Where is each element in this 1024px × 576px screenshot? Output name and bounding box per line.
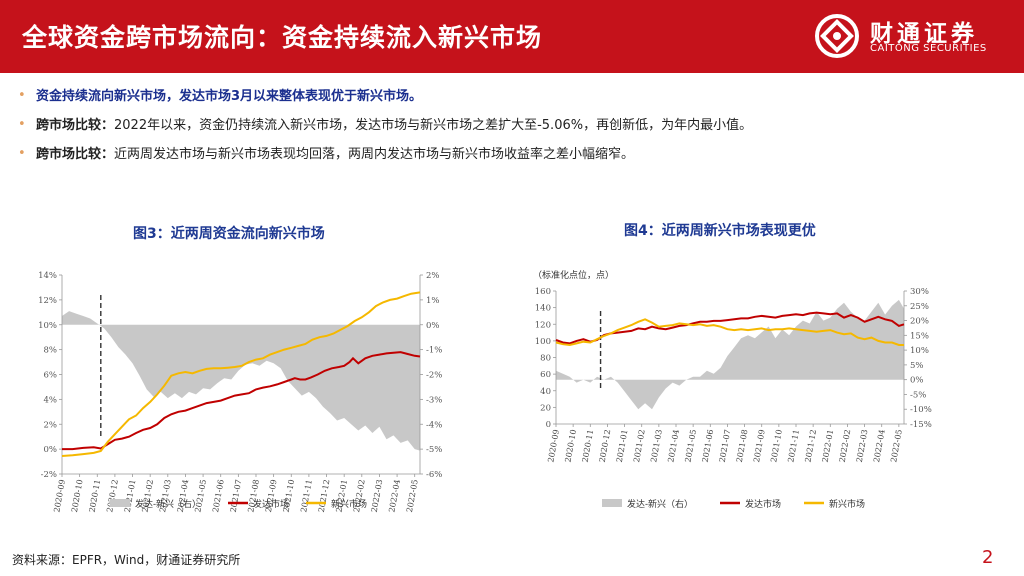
unit-label: （标准化点位，点） — [533, 269, 614, 281]
y-left-tick-label: 6% — [44, 371, 58, 381]
y-right-tick-label: 30% — [910, 287, 929, 297]
chart-title-fig3: 图3：近两周资金流向新兴市场 — [133, 226, 325, 242]
bullet-list: • 资金持续流向新兴市场，发达市场3月以来整体表现优于新兴市场。 • 跨市场比较… — [18, 87, 1008, 174]
line-series-dev — [62, 351, 421, 451]
bullet-text: 近两周发达市场与新兴市场表现均回落，两周内发达市场与新兴市场收益率之差小幅缩窄。 — [114, 147, 635, 162]
legend-label: 新兴市场 — [331, 498, 367, 510]
legend-swatch-diff — [602, 499, 622, 507]
x-tick-label: 2021-03 — [649, 429, 664, 463]
y-left-tick-label: 40 — [540, 387, 551, 397]
y-left-tick-label: 8% — [44, 346, 58, 356]
page-number: 2 — [982, 547, 994, 568]
bullet-item: • 资金持续流向新兴市场，发达市场3月以来整体表现优于新兴市场。 — [18, 87, 1008, 116]
bullet-label: 跨市场比较： — [36, 147, 115, 162]
x-tick-label: 2022-02 — [838, 429, 853, 463]
logo-name-en: CAITONG SECURITIES — [870, 43, 987, 54]
y-right-tick-label: -2% — [426, 371, 442, 381]
chart-title-fig4: 图4：近两周新兴市场表现更优 — [624, 223, 816, 239]
y-left-tick-label: 10% — [38, 321, 57, 331]
y-left-tick-label: 0 — [546, 420, 551, 430]
x-tick-label: 2021-06 — [701, 429, 716, 463]
bullet-text: 2022年以来，资金仍持续流入新兴市场，发达市场与新兴市场之差扩大至-5.06%… — [114, 118, 753, 133]
y-left-tick-label: 60 — [540, 370, 551, 380]
y-left-tick-label: 140 — [535, 304, 551, 314]
x-tick-label: 2020-12 — [598, 429, 613, 463]
legend-label: 发达市场 — [253, 498, 289, 510]
y-right-tick-label: 0% — [426, 321, 440, 331]
x-tick-label: 2021-09 — [752, 429, 767, 463]
y-left-tick-label: 0% — [44, 445, 58, 455]
bullet-item: • 跨市场比较：2022年以来，资金仍持续流入新兴市场，发达市场与新兴市场之差扩… — [18, 116, 1008, 145]
company-logo: 财通证券 CAITONG SECURITIES — [812, 10, 1012, 66]
x-tick-label: 2020-10 — [563, 429, 578, 463]
x-tick-label: 2021-05 — [683, 429, 698, 463]
x-tick-label: 2022-01 — [821, 429, 836, 463]
area-series-diff — [62, 311, 420, 451]
bullet-dot-icon: • — [18, 146, 26, 161]
y-left-tick-label: 100 — [535, 337, 551, 347]
header-bar: 全球资金跨市场流向：资金持续流入新兴市场 财通证券 CAITONG SECURI… — [0, 0, 1024, 73]
y-right-tick-label: -4% — [426, 420, 442, 430]
y-left-tick-label: 14% — [38, 271, 57, 281]
x-tick-label: 2022-03 — [855, 429, 870, 463]
bullet-dot-icon: • — [18, 88, 26, 103]
logo-name-cn: 财通证券 — [870, 21, 978, 47]
y-right-tick-label: -10% — [910, 405, 932, 415]
y-right-tick-label: 15% — [910, 331, 929, 341]
line-series-em — [555, 318, 904, 347]
x-tick-label: 2022-04 — [872, 429, 887, 463]
y-right-tick-label: 0% — [910, 376, 924, 386]
line-series-dev — [555, 311, 905, 345]
line-series-em — [61, 291, 421, 457]
x-tick-label: 2022-05 — [889, 429, 904, 463]
y-left-tick-label: 160 — [535, 287, 551, 297]
y-right-tick-label: -15% — [910, 420, 932, 430]
y-left-tick-label: 2% — [44, 420, 58, 430]
y-right-tick-label: -5% — [426, 445, 442, 455]
y-right-tick-label: 20% — [910, 317, 929, 327]
y-right-tick-label: -5% — [910, 390, 926, 400]
y-left-tick-label: 4% — [44, 395, 58, 405]
legend-label: 发达-新兴（右） — [627, 498, 693, 510]
source-note: 资料来源：EPFR，Wind，财通证券研究所 — [12, 553, 241, 567]
x-tick-label: 2020-11 — [581, 429, 596, 463]
legend-label: 新兴市场 — [829, 498, 865, 510]
y-left-tick-label: 120 — [535, 320, 551, 330]
legend-label: 发达-新兴（右） — [135, 498, 201, 510]
legend-label: 发达市场 — [745, 498, 781, 510]
x-tick-label: 2021-07 — [718, 429, 733, 463]
x-tick-label: 2021-11 — [786, 429, 801, 463]
x-tick-label: 2020-09 — [546, 429, 561, 463]
y-right-tick-label: -1% — [426, 346, 442, 356]
logo-mark-icon — [815, 14, 859, 58]
x-tick-label: 2021-12 — [803, 429, 818, 463]
y-right-tick-label: -3% — [426, 395, 442, 405]
y-left-tick-label: 12% — [38, 296, 57, 306]
y-left-tick-label: 80 — [540, 354, 551, 364]
x-tick-label: 2021-10 — [769, 429, 784, 463]
y-left-tick-label: -2% — [41, 470, 57, 480]
area-series-diff — [556, 299, 904, 410]
x-tick-label: 2021-08 — [735, 429, 750, 463]
y-right-tick-label: 2% — [426, 271, 440, 281]
x-tick-label: 2021-01 — [615, 429, 630, 463]
y-left-tick-label: 20 — [540, 403, 551, 413]
x-tick-label: 2021-04 — [666, 429, 681, 463]
y-right-tick-label: 5% — [910, 361, 924, 371]
y-right-tick-label: 10% — [910, 346, 929, 356]
bullet-item: • 跨市场比较：近两周发达市场与新兴市场表现均回落，两周内发达市场与新兴市场收益… — [18, 145, 1008, 174]
x-tick-label: 2021-02 — [632, 429, 647, 463]
bullet-label: 跨市场比较： — [36, 118, 115, 133]
y-right-tick-label: -6% — [426, 470, 442, 480]
y-right-tick-label: 1% — [426, 296, 440, 306]
legend-swatch-diff — [110, 499, 130, 507]
page-title: 全球资金跨市场流向：资金持续流入新兴市场 — [22, 23, 543, 52]
bullet-text: 资金持续流向新兴市场，发达市场3月以来整体表现优于新兴市场。 — [36, 89, 423, 104]
bullet-dot-icon: • — [18, 117, 26, 132]
y-right-tick-label: 25% — [910, 302, 929, 312]
